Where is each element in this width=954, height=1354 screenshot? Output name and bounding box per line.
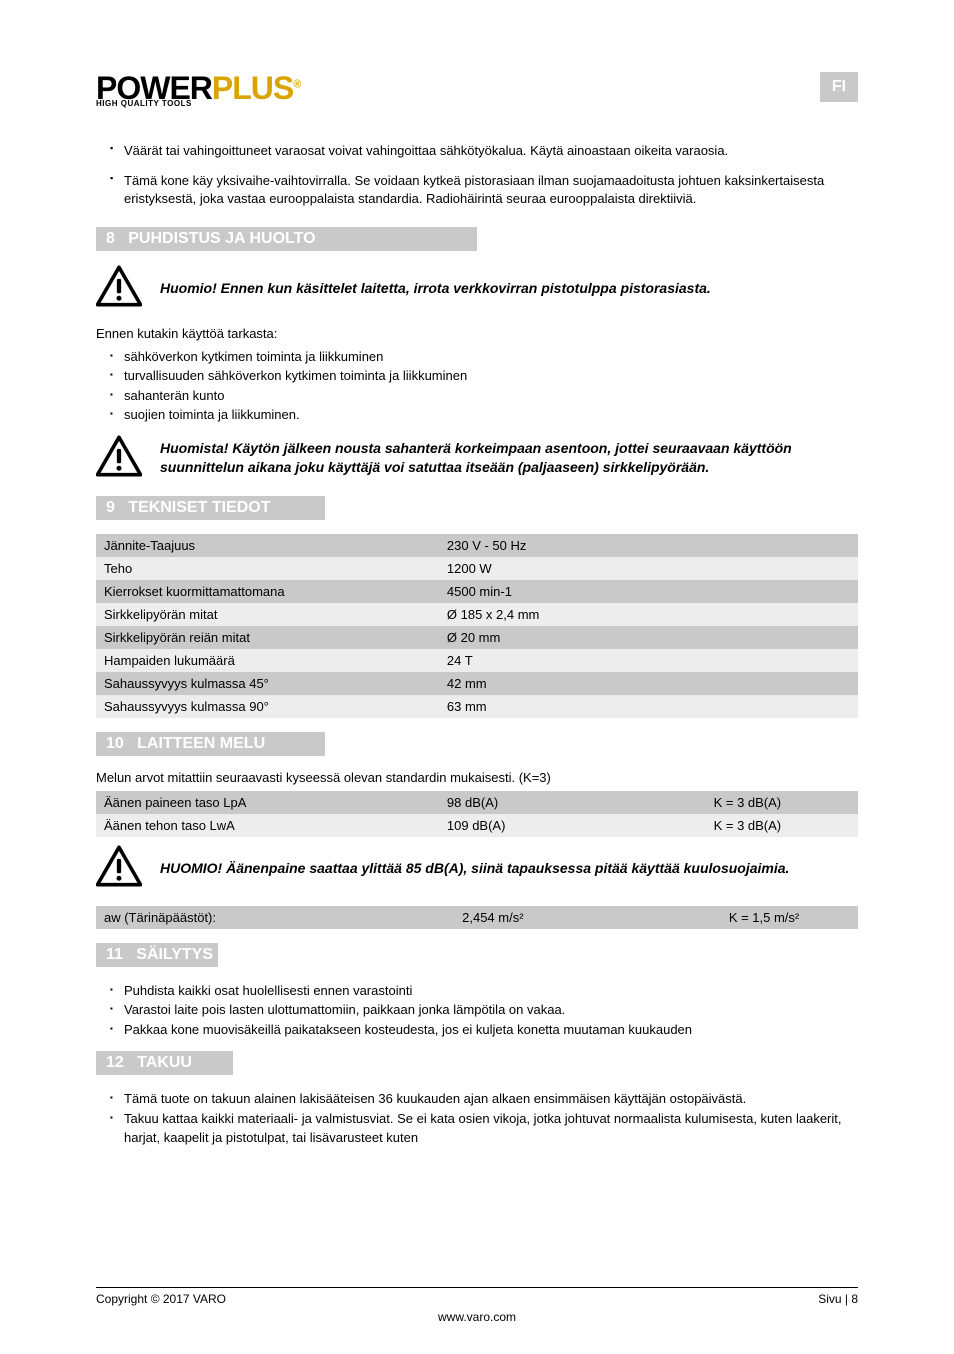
list-item: turvallisuuden sähköverkon kytkimen toim… (110, 366, 858, 386)
warning-triangle-icon (96, 265, 142, 312)
section-title: TEKNISET TIEDOT (128, 499, 270, 516)
maintenance-bullet-list: sähköverkon kytkimen toiminta ja liikkum… (96, 347, 858, 425)
footer-url: www.varo.com (0, 1310, 954, 1324)
warning-block: Huomio! Ennen kun käsittelet laitetta, i… (96, 265, 858, 312)
spec-table: Jännite-Taajuus230 V - 50 Hz Teho1200 W … (96, 534, 858, 718)
table-row: Sirkkelipyörän mitatØ 185 x 2,4 mm (96, 603, 858, 626)
table-row: Hampaiden lukumäärä24 T (96, 649, 858, 672)
table-row: aw (Tärinäpäästöt):2,454 m/s²K = 1,5 m/s… (96, 906, 858, 929)
list-item: sähköverkon kytkimen toiminta ja liikkum… (110, 347, 858, 367)
logo-part2: PLUS (212, 70, 293, 106)
section-num: 8 (106, 230, 115, 247)
intro-bullet: Väärät tai vahingoittuneet varaosat voiv… (110, 142, 858, 160)
section-title: TAKUU (137, 1054, 192, 1071)
footer-copyright: Copyright © 2017 VARO (96, 1292, 226, 1306)
list-item: Takuu kattaa kaikki materiaali- ja valmi… (110, 1109, 858, 1148)
list-item: Tämä tuote on takuun alainen lakisääteis… (110, 1089, 858, 1109)
section-num: 9 (106, 499, 115, 516)
section-title: SÄILYTYS (136, 946, 213, 963)
warning-block: Huomista! Käytön jälkeen nousta sahanter… (96, 435, 858, 482)
section-heading-tech: 9 TEKNISET TIEDOT (96, 496, 325, 520)
table-row: Sirkkelipyörän reiän mitatØ 20 mm (96, 626, 858, 649)
table-row: Äänen tehon taso LwA109 dB(A)K = 3 dB(A) (96, 814, 858, 837)
section-title: LAITTEEN MELU (137, 735, 265, 752)
vibration-table: aw (Tärinäpäästöt):2,454 m/s²K = 1,5 m/s… (96, 906, 858, 929)
page-footer: Copyright © 2017 VARO Sivu | 8 (96, 1287, 858, 1306)
page-body: POWERPLUS® HIGH QUALITY TOOLS FI Väärät … (0, 0, 954, 1198)
section-num: 12 (106, 1054, 124, 1071)
warning-triangle-icon (96, 845, 142, 892)
storage-bullet-list: Puhdista kaikki osat huolellisesti ennen… (96, 981, 858, 1040)
warning-block: HUOMIO! Äänenpaine saattaa ylittää 85 dB… (96, 845, 858, 892)
logo-registered: ® (293, 78, 300, 90)
table-row: Kierrokset kuormittamattomana4500 min-1 (96, 580, 858, 603)
warranty-bullet-list: Tämä tuote on takuun alainen lakisääteis… (96, 1089, 858, 1148)
section-title: PUHDISTUS JA HUOLTO (128, 230, 315, 247)
table-row: Teho1200 W (96, 557, 858, 580)
list-item: Varastoi laite pois lasten ulottumattomi… (110, 1000, 858, 1020)
footer-page: Sivu | 8 (818, 1292, 858, 1306)
section-num: 10 (106, 735, 124, 752)
warning-text: Huomista! Käytön jälkeen nousta sahanter… (160, 439, 858, 477)
intro-bullet-list: Väärät tai vahingoittuneet varaosat voiv… (96, 142, 858, 209)
section-num: 11 (106, 946, 123, 963)
noise-intro: Melun arvot mitattiin seuraavasti kysees… (96, 770, 858, 785)
maintenance-intro: Ennen kutakin käyttöä tarkasta: (96, 326, 858, 341)
table-row: Jännite-Taajuus230 V - 50 Hz (96, 534, 858, 557)
header-row: POWERPLUS® HIGH QUALITY TOOLS FI (96, 72, 858, 108)
language-badge: FI (820, 72, 858, 102)
warning-text: HUOMIO! Äänenpaine saattaa ylittää 85 dB… (160, 859, 789, 878)
brand-logo: POWERPLUS® HIGH QUALITY TOOLS (96, 72, 300, 108)
table-row: Sahaussyvyys kulmassa 45°42 mm (96, 672, 858, 695)
section-heading-storage: 11 SÄILYTYS (96, 943, 218, 967)
section-heading-maintenance: 8 PUHDISTUS JA HUOLTO (96, 227, 477, 251)
table-row: Äänen paineen taso LpA98 dB(A)K = 3 dB(A… (96, 791, 858, 814)
list-item: Puhdista kaikki osat huolellisesti ennen… (110, 981, 858, 1001)
warning-text: Huomio! Ennen kun käsittelet laitetta, i… (160, 279, 711, 298)
list-item: sahanterän kunto (110, 386, 858, 406)
warning-triangle-icon (96, 435, 142, 482)
table-row: Sahaussyvyys kulmassa 90°63 mm (96, 695, 858, 718)
section-heading-noise: 10 LAITTEEN MELU (96, 732, 325, 756)
list-item: Pakkaa kone muovisäkeillä paikatakseen k… (110, 1020, 858, 1040)
section-heading-warranty: 12 TAKUU (96, 1051, 233, 1075)
list-item: suojien toiminta ja liikkuminen. (110, 405, 858, 425)
intro-bullet: Tämä kone käy yksivaihe-vaihtovirralla. … (110, 172, 858, 208)
noise-table: Äänen paineen taso LpA98 dB(A)K = 3 dB(A… (96, 791, 858, 837)
